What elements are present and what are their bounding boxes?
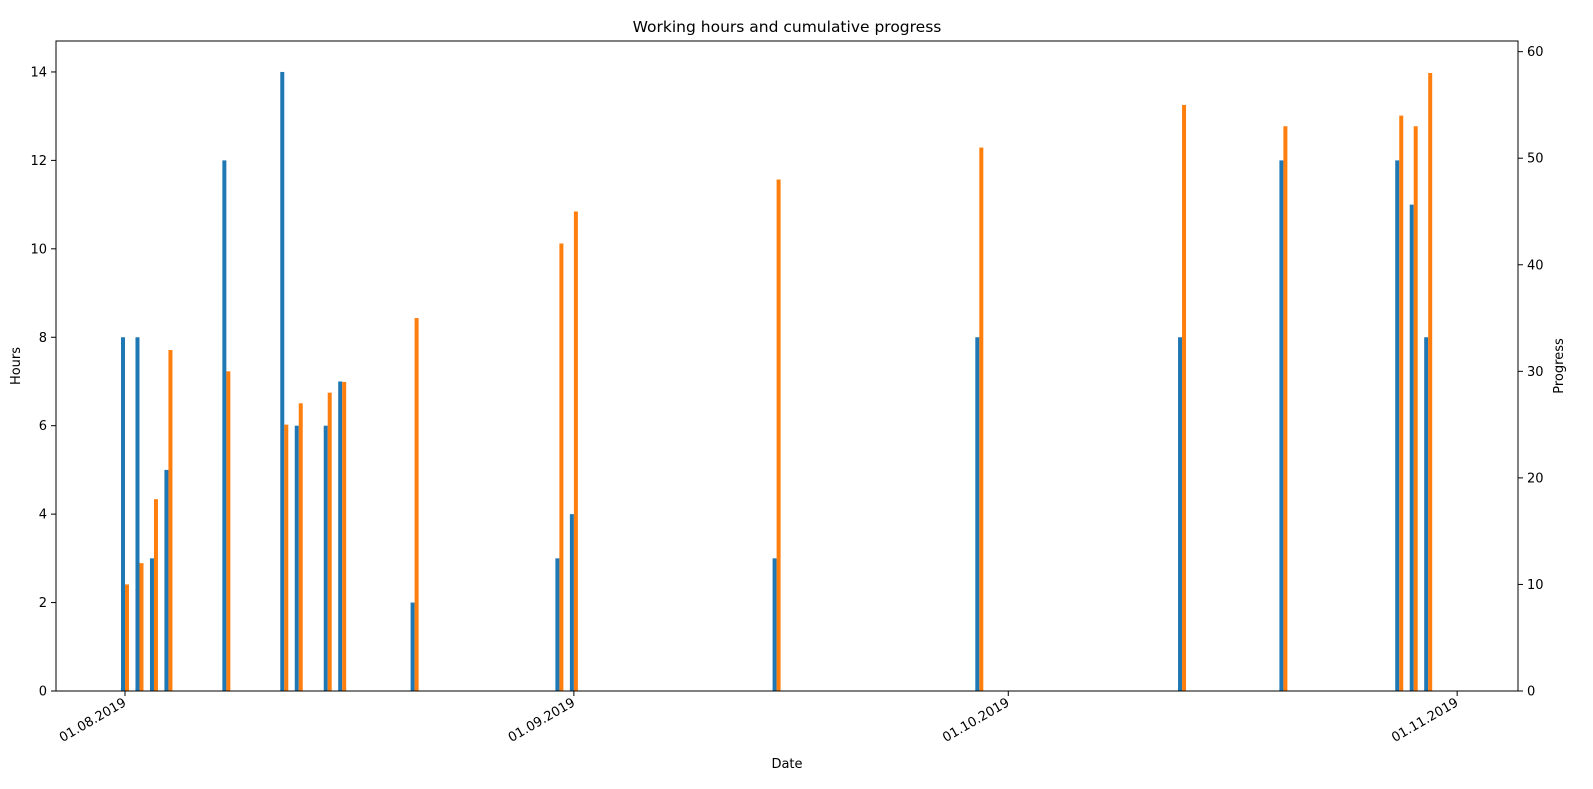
progress-bar (153, 499, 158, 691)
right-tick-label: 30 (1527, 365, 1544, 380)
right-tick-label: 10 (1527, 578, 1544, 593)
hours-bar (135, 337, 140, 691)
hours-bar (149, 558, 154, 691)
hours-bar (569, 514, 574, 691)
left-tick-label: 2 (39, 596, 47, 611)
x-axis-label: Date (771, 757, 802, 772)
progress-bars (125, 72, 1433, 692)
x-tick-label: 01.11.2019 (1389, 695, 1461, 745)
left-tick-label: 0 (39, 685, 47, 700)
progress-bar (168, 350, 173, 691)
progress-bar (979, 147, 984, 691)
hours-bar (1424, 337, 1429, 691)
right-tick-label: 60 (1527, 45, 1544, 60)
right-tick-label: 20 (1527, 471, 1544, 486)
y-axis-label-right: Progress (1552, 338, 1567, 394)
left-y-axis: 0 2 4 6 8 10 12 14 (30, 65, 56, 700)
progress-bar (1283, 126, 1288, 691)
hours-bar (975, 337, 980, 691)
progress-bar (573, 211, 578, 692)
hours-bar (1409, 204, 1414, 692)
progress-bar (139, 563, 144, 691)
progress-bar (1399, 115, 1404, 692)
left-tick-label: 6 (39, 419, 47, 434)
progress-bar (1413, 126, 1418, 691)
hours-bar (294, 425, 299, 691)
progress-bar (125, 584, 129, 691)
x-tick-label: 01.10.2019 (940, 695, 1012, 745)
progress-bar (342, 381, 347, 691)
hours-bar (410, 602, 415, 691)
hours-bar (772, 558, 777, 691)
hours-bar (1178, 337, 1183, 691)
left-tick-label: 10 (30, 242, 47, 257)
progress-bar (284, 424, 289, 691)
right-tick-label: 0 (1527, 685, 1535, 700)
hours-bar (164, 469, 169, 691)
progress-bar (1182, 104, 1187, 692)
progress-bar (414, 318, 419, 691)
left-tick-label: 8 (39, 331, 47, 346)
hours-bar (121, 337, 125, 691)
right-tick-label: 50 (1527, 152, 1544, 167)
x-tick-label: 01.09.2019 (506, 695, 578, 745)
progress-bar (1428, 72, 1433, 692)
plot-frame (55, 40, 1519, 692)
progress-bar (559, 243, 564, 691)
hours-bar (1395, 160, 1400, 691)
hours-bar (1279, 160, 1284, 691)
hours-bar (222, 160, 227, 691)
hours-bar (338, 381, 343, 691)
x-axis: 01.08.2019 01.09.2019 01.10.2019 01.11.2019 (57, 691, 1461, 746)
chart-title: Working hours and cumulative progress (633, 18, 942, 36)
right-tick-label: 40 (1527, 258, 1544, 273)
hours-bar (280, 71, 285, 691)
left-tick-label: 14 (30, 65, 47, 80)
y-axis-label-left: Hours (9, 347, 24, 385)
hours-bar (323, 425, 328, 691)
right-y-axis: 0 10 20 30 40 50 60 (1518, 45, 1544, 700)
hours-bar (555, 558, 560, 691)
progress-bar (226, 371, 231, 691)
left-tick-label: 12 (30, 154, 47, 169)
left-tick-label: 4 (39, 508, 47, 523)
progress-bar (776, 179, 781, 691)
progress-bar (298, 403, 303, 691)
progress-bar (327, 392, 332, 691)
hours-bars (121, 71, 1429, 692)
x-tick-label: 01.08.2019 (57, 695, 129, 745)
